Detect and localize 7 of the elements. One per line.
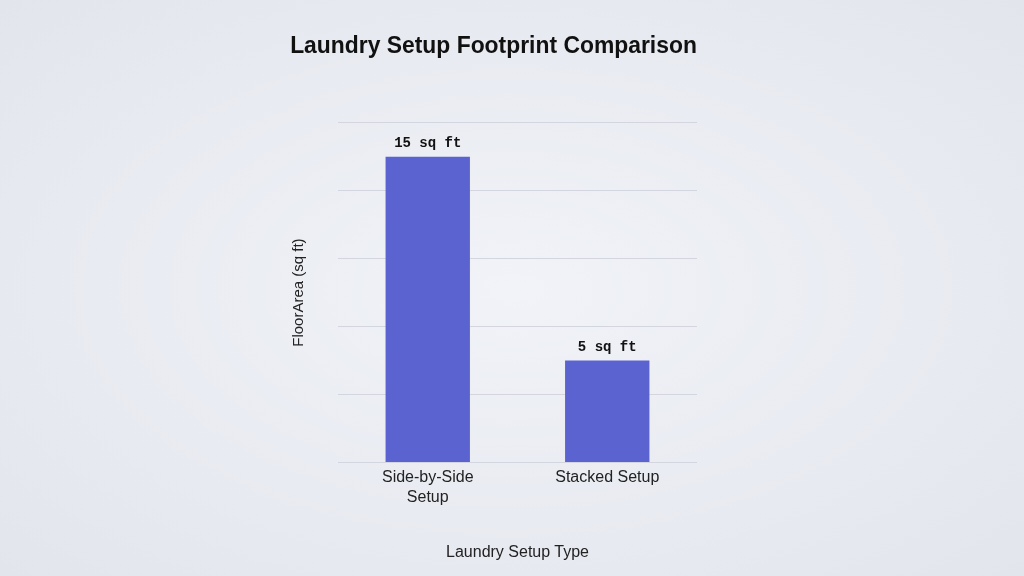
x-axis-title: Laundry Setup Type xyxy=(446,542,590,560)
data-label: 15 sq ft xyxy=(394,135,462,152)
chart-title: Laundry Setup Footprint Comparison xyxy=(290,31,697,59)
data-label: 5 sq ft xyxy=(577,339,637,356)
x-tick-label: Side-by-Side Setup xyxy=(381,468,474,505)
x-tick-label: Stacked Setup xyxy=(555,468,660,486)
y-axis-title: FloorArea (sq ft) xyxy=(289,238,307,347)
